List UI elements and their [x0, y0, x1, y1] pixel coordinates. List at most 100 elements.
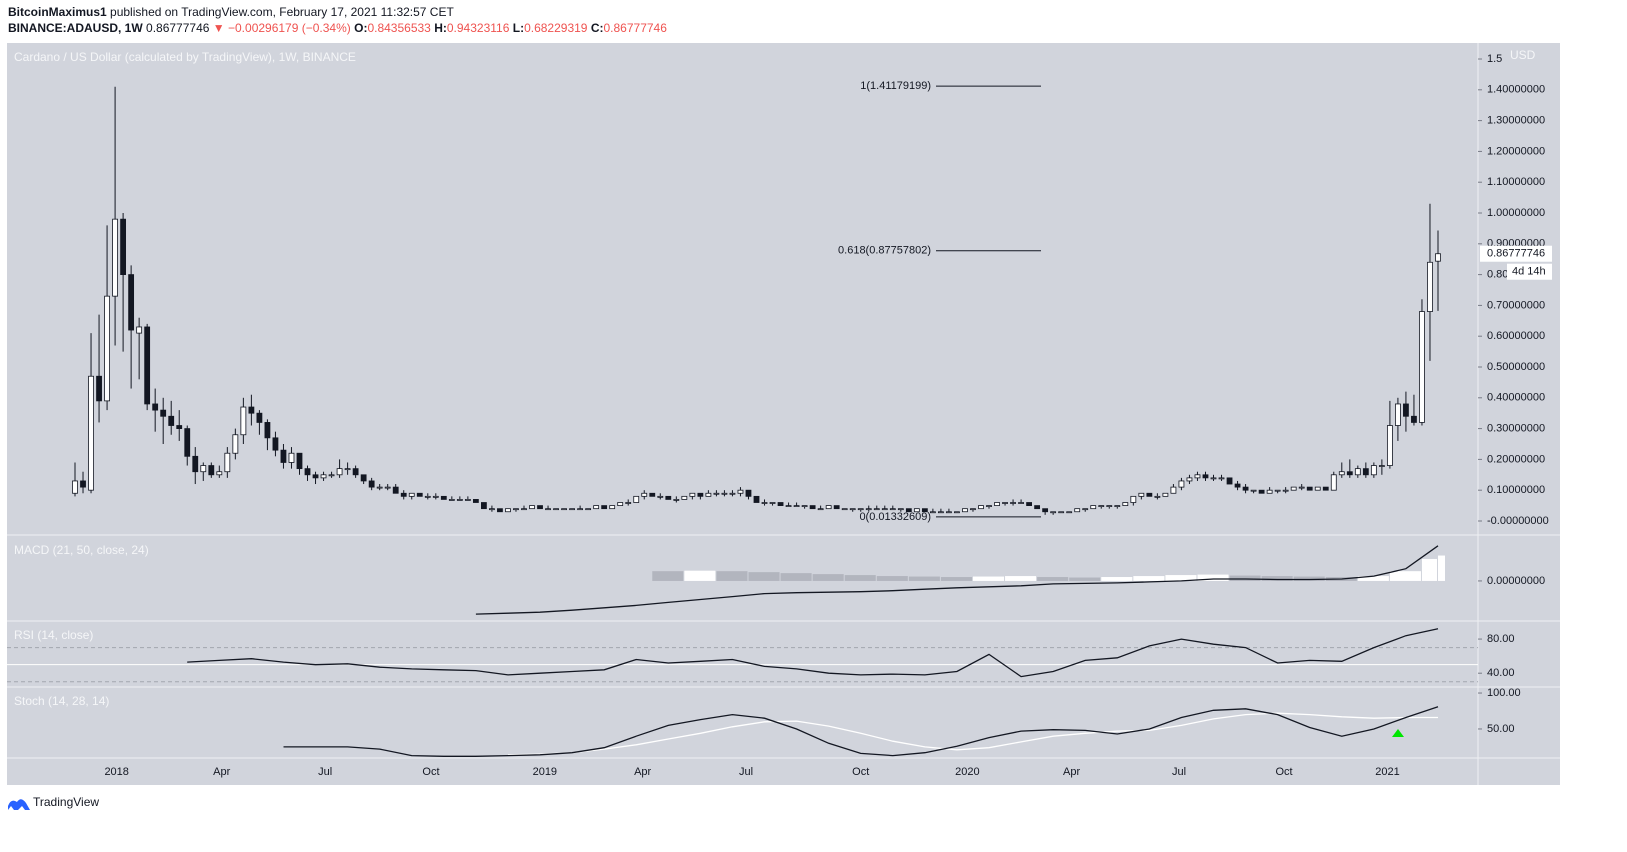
candle-body: [160, 409, 167, 417]
candle-body: [72, 480, 78, 494]
candle-body: [1435, 253, 1441, 262]
author: BitcoinMaximus1: [8, 5, 107, 19]
currency: USD: [1510, 48, 1536, 62]
candle-body: [224, 452, 231, 473]
candle-body: [120, 218, 127, 276]
logo: [8, 799, 30, 810]
candle-body: [1314, 486, 1321, 491]
candle-body: [1330, 474, 1337, 491]
y-tick-label: 0.60000000: [1487, 330, 1545, 342]
candle-body: [168, 415, 175, 426]
candle-body: [545, 508, 551, 511]
candle-body: [889, 508, 896, 511]
candle-body: [617, 502, 624, 506]
candle-body: [1322, 486, 1329, 491]
x-tick-label: Jul: [318, 766, 332, 778]
candle-body: [561, 508, 567, 511]
y-tick-label: 1.30000000: [1487, 115, 1545, 127]
candle-body: [248, 406, 255, 414]
histogram-bar: [1101, 577, 1133, 581]
candle-body: [1427, 261, 1433, 312]
candle-body: [88, 375, 94, 491]
y-tick-label: 0.00000000: [1487, 575, 1545, 587]
x-tick-label: Jul: [739, 766, 753, 778]
candle-body: [1354, 468, 1361, 476]
candle-body: [1178, 480, 1185, 488]
histogram-bar: [1197, 574, 1229, 581]
candle-body: [1162, 492, 1169, 497]
candle-body: [753, 495, 760, 503]
candle-body: [873, 508, 880, 511]
candle-body: [1042, 508, 1049, 513]
candle-body: [1186, 477, 1193, 482]
candle-body: [938, 511, 944, 514]
candle-body: [1050, 511, 1057, 514]
histogram-bar: [1438, 555, 1445, 581]
candle-body: [1395, 403, 1401, 426]
y-tick-label: 1.20000000: [1487, 145, 1545, 157]
x-tick-label: Apr: [1063, 766, 1080, 778]
candle-body: [857, 508, 864, 511]
rsi-line: [187, 628, 1439, 678]
open: 0.84356533: [367, 21, 431, 35]
candle-body: [978, 505, 984, 510]
candle-body: [432, 495, 439, 498]
candle-body: [256, 412, 263, 423]
y-tick-label: 0.20000000: [1487, 453, 1545, 465]
candle-body: [264, 422, 271, 439]
candle-body: [649, 492, 656, 497]
candle-body: [408, 492, 415, 497]
candle-body: [272, 437, 279, 451]
y-tick-label: 0.30000000: [1487, 423, 1545, 435]
candle-body: [1234, 483, 1241, 488]
candle-body: [1218, 477, 1225, 480]
candle-body: [1403, 403, 1409, 417]
x-tick-label: Jul: [1172, 766, 1186, 778]
candle-body: [1226, 477, 1233, 485]
candle-body: [328, 474, 335, 477]
candle-body: [577, 508, 584, 511]
candle-body: [232, 434, 239, 454]
candle-body: [288, 452, 295, 463]
y-tick-label: 0.50000000: [1487, 361, 1545, 373]
candle-body: [1386, 425, 1393, 466]
candle-body: [657, 495, 664, 498]
candle-body: [705, 492, 712, 497]
candle-body: [184, 428, 191, 457]
candle-body: [681, 495, 688, 500]
candle-body: [913, 508, 920, 513]
candle-body: [1106, 505, 1113, 507]
histogram-bar: [1229, 575, 1261, 581]
candle-body: [384, 486, 391, 489]
candle-body: [424, 495, 431, 498]
candle-body: [737, 489, 744, 494]
y-tick-label: -0.00000000: [1487, 515, 1549, 527]
histogram-bar: [1069, 577, 1101, 581]
candle-body: [585, 508, 592, 511]
x-tick-label: Oct: [1275, 766, 1292, 778]
candle-body: [352, 468, 359, 476]
candle-body: [529, 505, 535, 510]
candle-body: [537, 505, 543, 510]
candle-body: [962, 508, 968, 513]
candle-body: [1194, 474, 1201, 479]
candle-body: [1298, 486, 1305, 489]
countdown-bg: [1507, 263, 1552, 280]
candle-body: [1098, 505, 1105, 507]
histogram-bar: [844, 575, 876, 581]
histogram-bar: [876, 576, 908, 581]
candle-body: [921, 508, 928, 513]
high: 0.94323116: [446, 21, 510, 35]
candle-body: [200, 465, 207, 473]
candle-body: [593, 505, 600, 510]
candle-body: [400, 492, 407, 497]
candle-body: [1146, 492, 1153, 497]
candle-body: [480, 502, 487, 510]
y-tick-label: 100.00: [1487, 687, 1521, 699]
candle-body: [1338, 471, 1345, 476]
change: −0.00296179 (−0.34%): [228, 21, 351, 35]
candle-body: [793, 505, 800, 507]
candle-body: [769, 502, 776, 504]
y-tick-label: 0.70000000: [1487, 299, 1545, 311]
